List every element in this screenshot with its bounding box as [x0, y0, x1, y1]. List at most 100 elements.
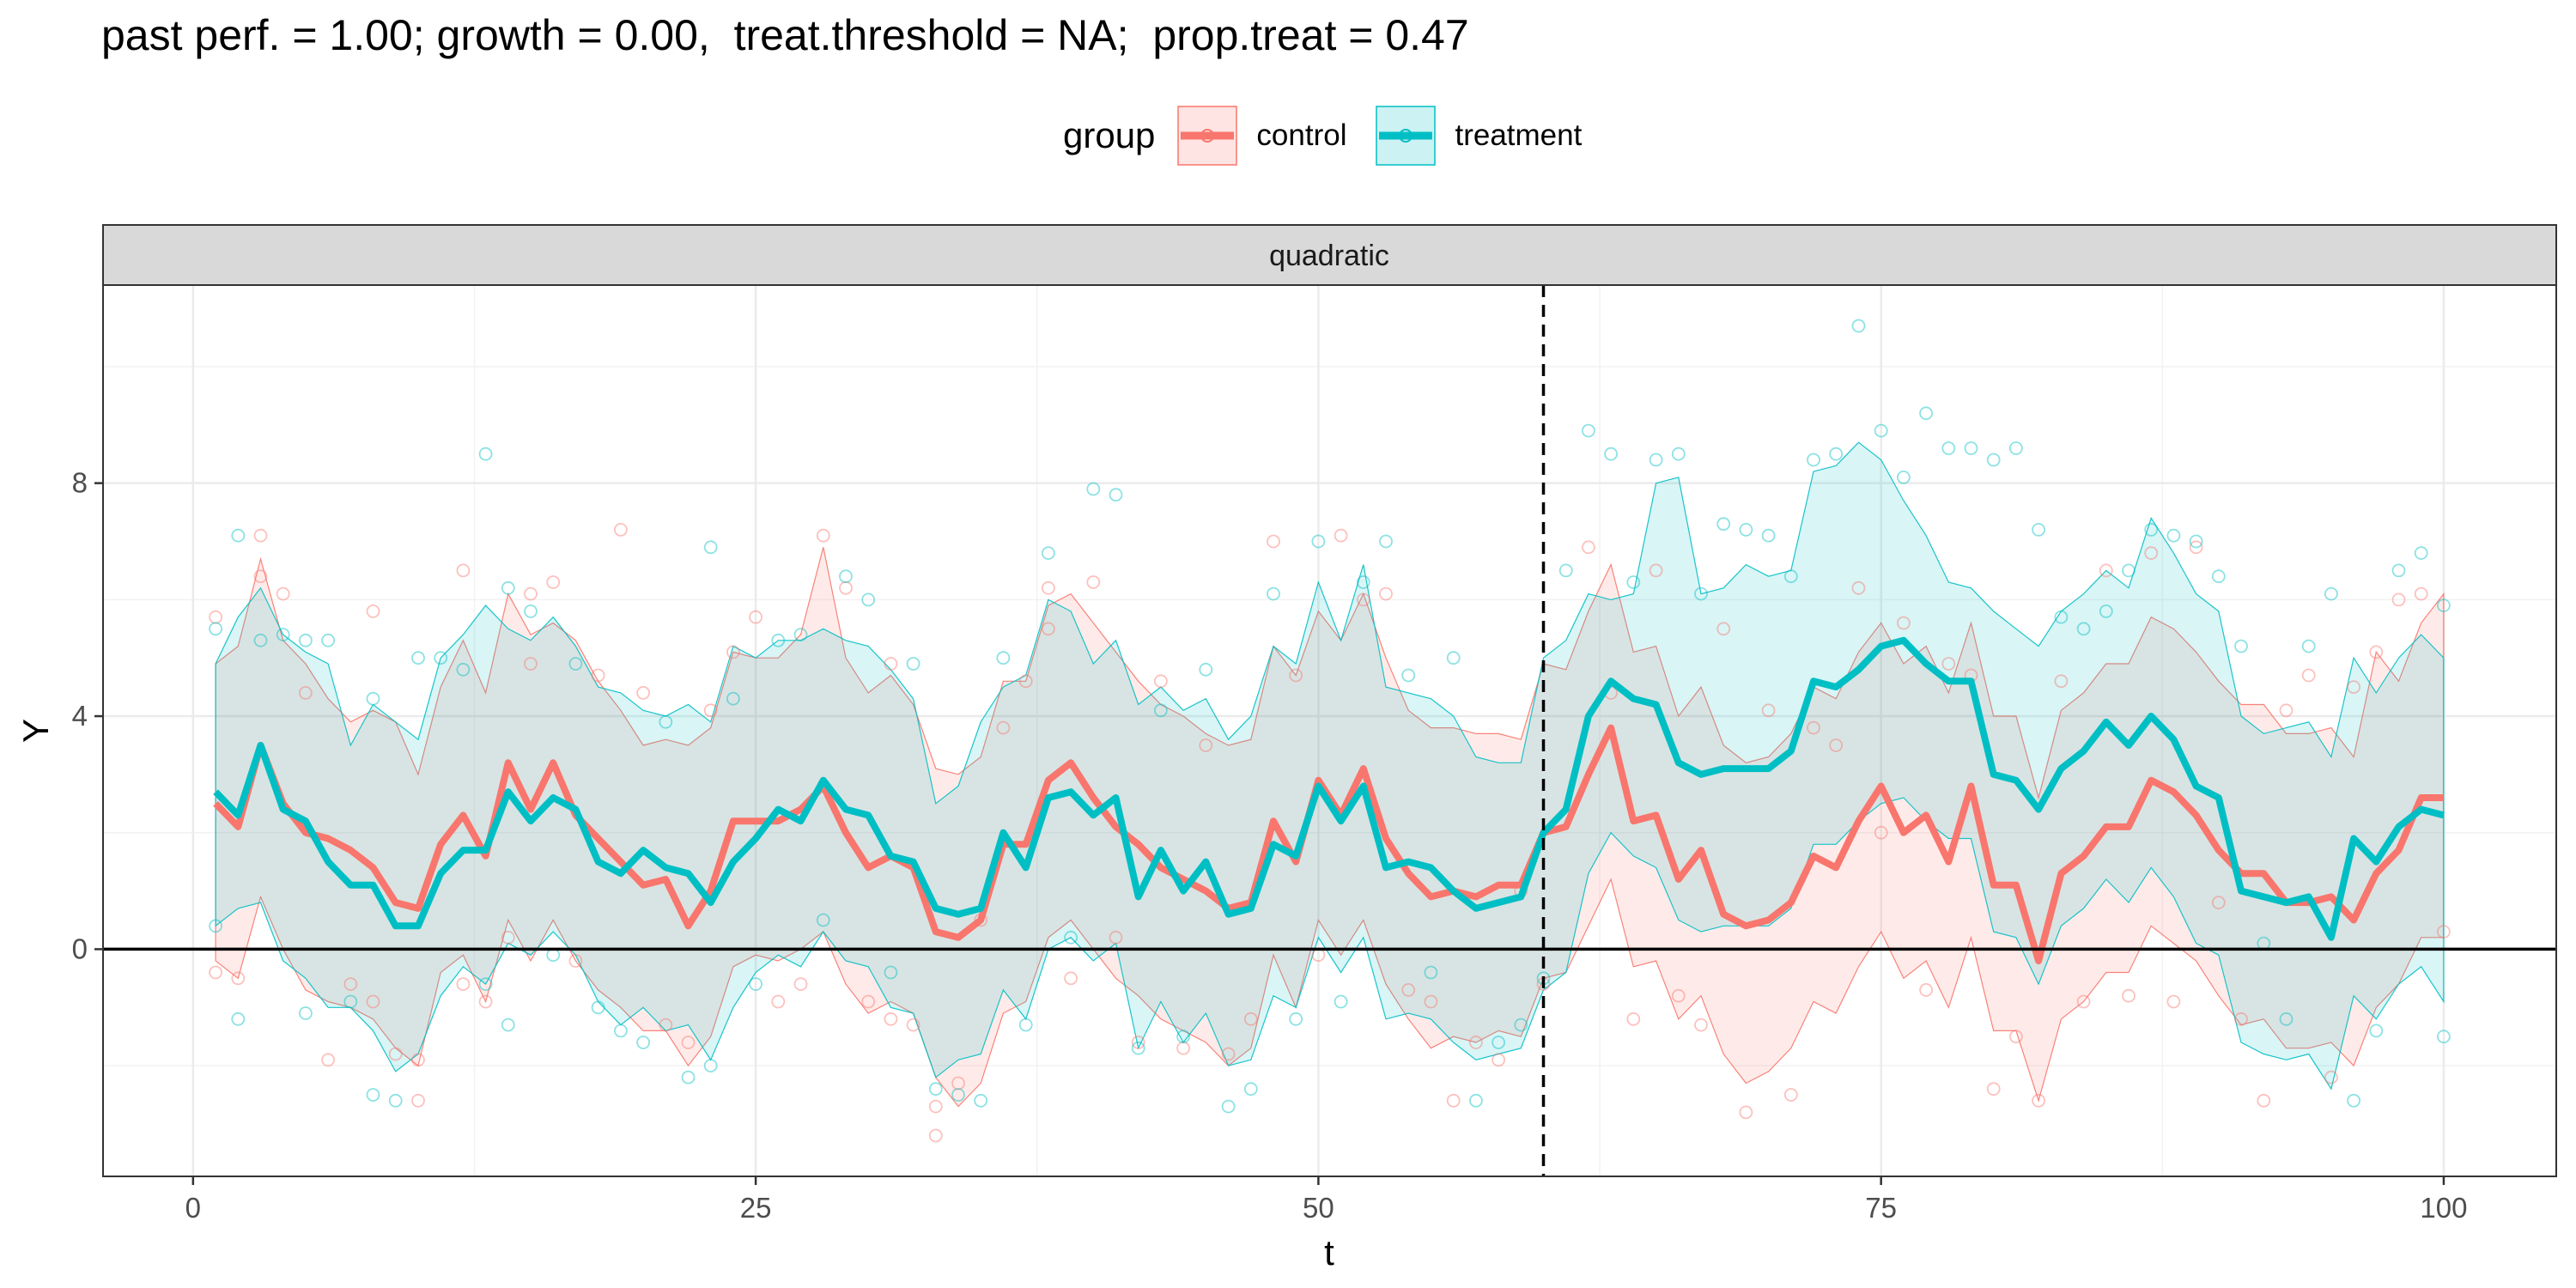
point-treatment — [2211, 569, 2226, 584]
point-treatment — [1469, 1093, 1483, 1108]
point-control — [2324, 1070, 2338, 1084]
point-control — [2008, 1030, 2023, 1044]
legend-key-treatment — [1376, 106, 1437, 166]
point-control — [793, 977, 808, 991]
point-control — [771, 994, 786, 1009]
point-control — [568, 954, 583, 968]
point-treatment — [1514, 1018, 1528, 1032]
point-treatment — [209, 919, 223, 933]
x-tick-label: 100 — [2420, 1192, 2467, 1224]
point-treatment — [411, 651, 425, 665]
point-control — [928, 1128, 943, 1143]
point-treatment — [996, 651, 1011, 665]
point-treatment — [231, 1012, 246, 1026]
point-treatment — [1492, 1036, 1505, 1049]
point-control — [1131, 1036, 1145, 1049]
point-treatment — [1941, 441, 1956, 455]
point-control — [726, 645, 740, 659]
point-control — [1694, 1018, 1708, 1032]
point-control — [231, 971, 246, 986]
point-treatment — [366, 691, 380, 706]
point-control — [2032, 1093, 2046, 1108]
point-treatment — [1964, 441, 1978, 455]
point-treatment — [298, 1006, 313, 1020]
point-control — [1401, 983, 1416, 997]
point-treatment — [1176, 1030, 1190, 1044]
point-treatment — [1042, 546, 1055, 560]
point-control — [2414, 586, 2428, 601]
point-treatment — [771, 633, 786, 647]
point-control — [1221, 1047, 1236, 1061]
point-control — [524, 586, 538, 601]
point-treatment — [2324, 586, 2338, 601]
point-control — [321, 1053, 336, 1067]
point-control — [2099, 563, 2113, 578]
y-axis-title: Y — [15, 719, 56, 743]
point-treatment — [2369, 1024, 2384, 1038]
point-treatment — [1356, 575, 1370, 589]
point-treatment — [1919, 406, 1934, 421]
point-control — [816, 528, 830, 543]
point-control — [1334, 528, 1348, 543]
point-treatment — [1851, 319, 1866, 333]
point-control — [884, 1012, 898, 1026]
legend-key-control — [1177, 106, 1238, 166]
point-treatment — [1267, 586, 1280, 601]
point-treatment — [2166, 528, 2181, 543]
point-control — [1379, 586, 1393, 601]
point-treatment — [1896, 471, 1911, 484]
x-axis-title: t — [1324, 1232, 1334, 1273]
point-control — [906, 1018, 920, 1032]
point-control — [501, 930, 515, 945]
point-control — [343, 977, 358, 991]
point-control — [209, 610, 223, 624]
point-control — [2391, 592, 2406, 607]
point-treatment — [703, 540, 718, 555]
point-treatment — [2414, 546, 2428, 560]
point-treatment — [1829, 447, 1844, 461]
point-treatment — [861, 592, 876, 607]
facet-strip-background — [102, 224, 2557, 286]
point-control — [546, 575, 561, 589]
point-treatment — [253, 633, 268, 647]
point-control — [1874, 825, 1888, 840]
point-treatment — [591, 1000, 605, 1015]
point-control — [2054, 674, 2069, 689]
point-control — [1896, 616, 1911, 630]
point-control — [366, 994, 380, 1009]
y-tick-label: 8 — [72, 467, 88, 499]
point-control — [1446, 1093, 1461, 1108]
facet-strip-label: quadratic — [1269, 240, 1389, 272]
point-treatment — [659, 714, 673, 729]
point-control — [1986, 1082, 2001, 1097]
point-control — [1267, 534, 1280, 549]
point-control — [928, 1099, 943, 1114]
reference-lines — [103, 285, 2556, 1176]
point-treatment — [501, 1018, 515, 1032]
point-treatment — [1424, 965, 1438, 980]
point-treatment — [1401, 668, 1416, 683]
point-treatment — [906, 657, 920, 671]
line-treatment — [213, 636, 2445, 941]
point-treatment — [1018, 1018, 1033, 1032]
point-treatment — [1334, 994, 1348, 1009]
point-treatment — [749, 977, 762, 991]
point-treatment — [1626, 575, 1641, 589]
y-axis: 0 4 8 — [72, 467, 103, 964]
point-treatment — [726, 691, 740, 706]
point-treatment — [1221, 1099, 1236, 1114]
point-treatment — [974, 1093, 988, 1108]
point-control — [1626, 1012, 1641, 1026]
band-treatment — [215, 441, 2445, 1091]
point-treatment — [1582, 423, 1595, 438]
facet-strip: quadratic — [102, 224, 2557, 286]
point-control — [2347, 680, 2361, 694]
point-treatment — [1604, 447, 1618, 461]
point-control — [1469, 1036, 1483, 1049]
y-tick-label: 0 — [72, 933, 88, 964]
point-treatment — [681, 1070, 696, 1084]
point-treatment — [703, 1059, 718, 1072]
point-control — [1829, 738, 1844, 752]
plot-title: past perf. = 1.00; growth = 0.00, treat.… — [101, 11, 1469, 59]
